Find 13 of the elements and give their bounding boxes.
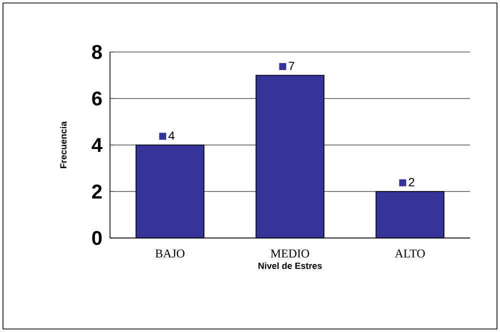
data-label: 2 — [408, 178, 414, 186]
x-tick-label: MEDIO — [270, 250, 310, 258]
x-axis-title: Nivel de Estres — [258, 262, 322, 269]
y-axis-title: Frecuencia — [60, 121, 67, 168]
data-label: 4 — [168, 132, 174, 140]
y-tick-label: 0 — [92, 230, 102, 246]
y-tick-label: 6 — [92, 91, 102, 106]
y-tick-label: 2 — [92, 184, 102, 198]
x-tick-label: BAJO — [155, 250, 184, 258]
x-tick-label: ALTO — [394, 250, 425, 258]
y-tick-label: 8 — [92, 44, 102, 60]
data-label: 7 — [288, 62, 294, 70]
y-tick-label: 4 — [92, 138, 102, 152]
